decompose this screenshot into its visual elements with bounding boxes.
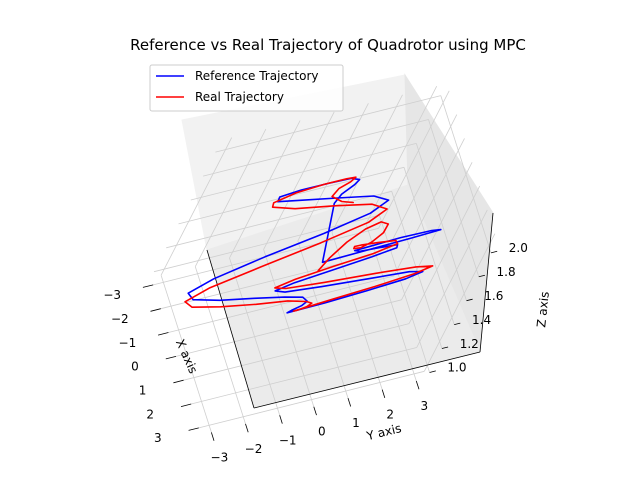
real-trajectory-line (184, 176, 434, 312)
grid-line (160, 137, 233, 276)
y-tick-mark (313, 406, 317, 416)
x-tick-label: −2 (111, 312, 129, 326)
x-tick-label: −3 (103, 288, 121, 302)
grid-line (416, 209, 488, 348)
axis-lines (206, 212, 494, 409)
x-tick-label: −1 (119, 336, 137, 350)
y-tick-mark (279, 415, 283, 424)
z-tick-mark (466, 298, 473, 302)
grid-line (365, 86, 438, 224)
x-tick-mark (165, 356, 177, 360)
y-tick-label: −2 (245, 442, 263, 456)
x-tick-mark (188, 427, 199, 431)
grid-line (423, 233, 496, 372)
grid-line (263, 249, 315, 407)
y-tick-label: 0 (318, 425, 326, 439)
z-tick-mark (454, 322, 461, 325)
z-tick-label: 1.2 (460, 337, 479, 351)
grid-line (194, 128, 267, 267)
y-tick-mark (381, 389, 386, 399)
grid-line (415, 143, 467, 301)
y-tick-mark (245, 423, 249, 433)
grid-line (229, 120, 301, 259)
x-tick-mark (173, 379, 184, 384)
z-tick-label: 1.4 (472, 313, 491, 327)
grid-line (194, 266, 246, 425)
grid-line (331, 232, 383, 390)
y-tick-label: 3 (420, 399, 428, 413)
grid-line (297, 103, 369, 242)
grid-line (403, 167, 455, 325)
legend-label-real: Real Trajectory (195, 90, 284, 104)
grid-lines (153, 86, 496, 433)
legend: Reference Trajectory Real Trajectory (149, 64, 344, 112)
legend-box (149, 64, 344, 112)
grid-line (378, 90, 450, 229)
y-axis-label: Y axis (364, 421, 402, 443)
grid-line (203, 119, 429, 177)
grid-line (365, 223, 417, 382)
z-tick-mark (478, 274, 486, 278)
z-axis-line (479, 212, 494, 353)
grid-line (385, 114, 458, 253)
z-tick-label: 1.0 (447, 361, 466, 375)
grid-line (215, 95, 441, 153)
grid-line (190, 143, 417, 201)
grid-line (428, 119, 480, 277)
y-tick-label: 1 (352, 416, 360, 430)
x-tick-label: 3 (154, 431, 162, 445)
grid-line (391, 191, 443, 349)
y-tick-mark (415, 380, 420, 390)
x-tick-label: 0 (131, 360, 139, 374)
z-tick-label: 1.8 (497, 265, 516, 279)
x-tick-label: 2 (146, 407, 154, 421)
y-axis-line (253, 351, 481, 409)
axes-panes (181, 73, 494, 409)
y-tick-label: −1 (279, 433, 297, 447)
x-tick-mark (150, 308, 161, 312)
y-tick-mark (347, 397, 352, 407)
chart-title: Reference vs Real Trajectory of Quadroto… (130, 36, 526, 54)
reference-trajectory-line (187, 177, 442, 314)
grid-line (393, 138, 465, 277)
z-tick-label: 1.6 (484, 289, 503, 303)
z-tick-mark (429, 370, 436, 373)
x-tick-label: 1 (139, 384, 147, 398)
y-tick-label: −3 (211, 451, 229, 465)
z-tick-mark (490, 250, 498, 254)
y-tick-mark (211, 432, 215, 441)
grid-line (331, 94, 403, 233)
z-tick-mark (441, 346, 449, 349)
legend-label-reference: Reference Trajectory (195, 69, 319, 83)
z-tick-label: 2.0 (509, 241, 528, 255)
grid-line (297, 240, 349, 399)
grid-line (166, 190, 392, 249)
grid-line (440, 95, 492, 254)
x-tick-mark (142, 284, 154, 288)
x-axis-line (206, 249, 255, 409)
y-tick-label: 2 (386, 408, 394, 422)
grid-line (263, 111, 335, 250)
x-tick-mark (180, 403, 192, 407)
z-axis-label: Z axis (534, 291, 552, 328)
grid-line (153, 214, 380, 273)
grid-line (408, 185, 481, 324)
x-tick-mark (158, 332, 169, 336)
series-lines (184, 176, 442, 314)
grid-line (229, 257, 281, 416)
grid-line (160, 275, 212, 433)
